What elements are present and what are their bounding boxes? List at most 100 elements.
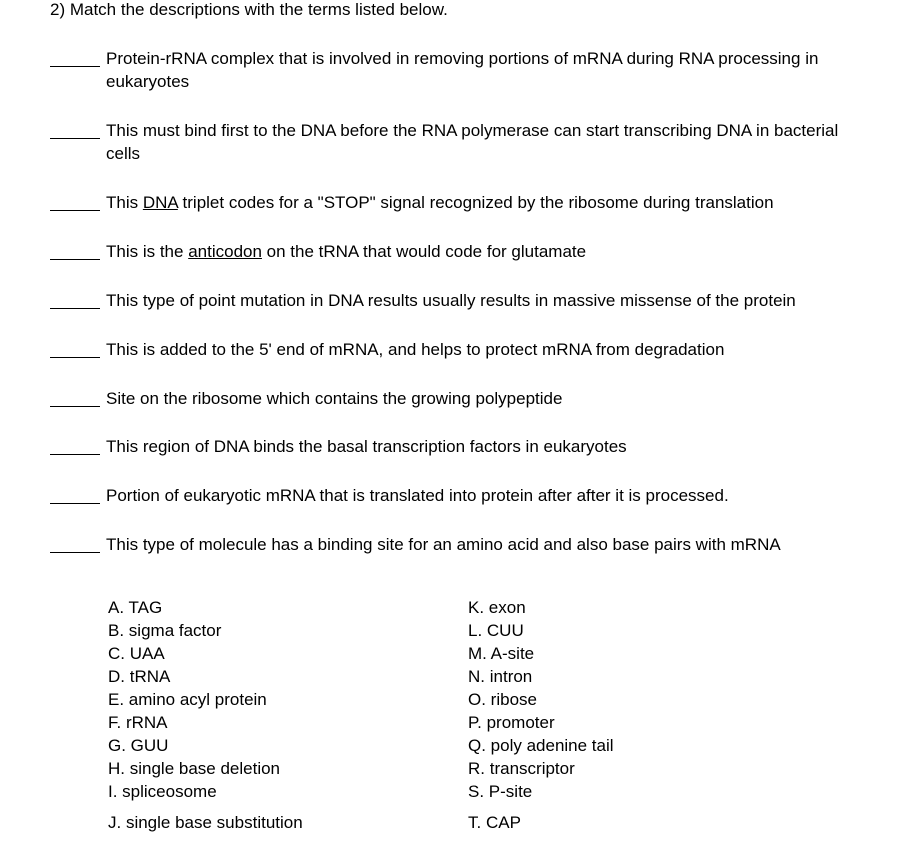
answer-letter: B. xyxy=(108,621,129,640)
answer-option: S. P-site xyxy=(468,781,871,804)
answer-term: intron xyxy=(490,667,533,686)
answer-letter: F. xyxy=(108,713,126,732)
answer-letter: M. xyxy=(468,644,491,663)
answer-term: ribose xyxy=(491,690,537,709)
question-row: This must bind first to the DNA before t… xyxy=(50,120,871,166)
answer-letter: K. xyxy=(468,598,489,617)
answer-letter: L. xyxy=(468,621,487,640)
answer-option: K. exon xyxy=(468,597,871,620)
answer-term: promoter xyxy=(487,713,555,732)
description-text: This region of DNA binds the basal trans… xyxy=(106,437,627,456)
answer-columns: A. TAGB. sigma factorC. UAAD. tRNAE. ami… xyxy=(108,597,871,834)
answer-blank[interactable] xyxy=(50,192,100,211)
answer-blank[interactable] xyxy=(50,388,100,407)
answer-letter: N. xyxy=(468,667,490,686)
answer-letter: T. xyxy=(468,813,486,832)
question-row: This is added to the 5' end of mRNA, and… xyxy=(50,339,871,362)
answer-option: O. ribose xyxy=(468,689,871,712)
description-text: Portion of eukaryotic mRNA that is trans… xyxy=(106,486,729,505)
answer-letter: G. xyxy=(108,736,131,755)
answer-option: M. A-site xyxy=(468,643,871,666)
answer-term: CUU xyxy=(487,621,524,640)
question-description: This region of DNA binds the basal trans… xyxy=(106,436,871,459)
answer-letter: A. xyxy=(108,598,128,617)
answer-blank[interactable] xyxy=(50,534,100,553)
answer-column-right: K. exonL. CUUM. A-siteN. intronO. ribose… xyxy=(468,597,871,834)
answer-letter: R. xyxy=(468,759,490,778)
answer-blank[interactable] xyxy=(50,436,100,455)
answer-letter: E. xyxy=(108,690,129,709)
description-text: This type of molecule has a binding site… xyxy=(106,535,781,554)
answer-term: UAA xyxy=(130,644,165,663)
question-description: Protein-rRNA complex that is involved in… xyxy=(106,48,871,94)
underlined-term: DNA xyxy=(143,193,178,212)
description-text: This xyxy=(106,193,143,212)
answer-letter: Q. xyxy=(468,736,491,755)
answer-option: A. TAG xyxy=(108,597,468,620)
answer-term: single base deletion xyxy=(130,759,280,778)
answer-key: A. TAGB. sigma factorC. UAAD. tRNAE. ami… xyxy=(50,597,871,834)
answer-term: P-site xyxy=(489,782,532,801)
answer-blank[interactable] xyxy=(50,241,100,260)
answer-option: B. sigma factor xyxy=(108,620,468,643)
underlined-term: anticodon xyxy=(188,242,262,261)
question-row: This is the anticodon on the tRNA that w… xyxy=(50,241,871,264)
answer-option: F. rRNA xyxy=(108,712,468,735)
answer-letter: P. xyxy=(468,713,487,732)
document-container: 2) Match the descriptions with the terms… xyxy=(0,0,921,865)
questions-list: Protein-rRNA complex that is involved in… xyxy=(50,48,871,557)
question-row: This DNA triplet codes for a "STOP" sign… xyxy=(50,192,871,215)
answer-blank[interactable] xyxy=(50,120,100,139)
answer-term: single base substitution xyxy=(126,813,303,832)
question-description: Site on the ribosome which contains the … xyxy=(106,388,871,411)
answer-term: A-site xyxy=(491,644,534,663)
question-row: Portion of eukaryotic mRNA that is trans… xyxy=(50,485,871,508)
answer-letter: J. xyxy=(108,813,126,832)
answer-term: transcriptor xyxy=(490,759,575,778)
answer-column-left: A. TAGB. sigma factorC. UAAD. tRNAE. ami… xyxy=(108,597,468,834)
answer-term: spliceosome xyxy=(122,782,217,801)
question-row: This type of point mutation in DNA resul… xyxy=(50,290,871,313)
answer-option: N. intron xyxy=(468,666,871,689)
answer-blank[interactable] xyxy=(50,485,100,504)
description-text: This type of point mutation in DNA resul… xyxy=(106,291,796,310)
question-description: Portion of eukaryotic mRNA that is trans… xyxy=(106,485,871,508)
answer-blank[interactable] xyxy=(50,339,100,358)
answer-blank[interactable] xyxy=(50,48,100,67)
answer-option: L. CUU xyxy=(468,620,871,643)
answer-option: D. tRNA xyxy=(108,666,468,689)
answer-option: E. amino acyl protein xyxy=(108,689,468,712)
answer-option: C. UAA xyxy=(108,643,468,666)
answer-term: sigma factor xyxy=(129,621,222,640)
description-text: Site on the ribosome which contains the … xyxy=(106,389,562,408)
description-text: Protein-rRNA complex that is involved in… xyxy=(106,49,818,91)
description-text: This is added to the 5' end of mRNA, and… xyxy=(106,340,724,359)
question-description: This DNA triplet codes for a "STOP" sign… xyxy=(106,192,871,215)
question-row: This region of DNA binds the basal trans… xyxy=(50,436,871,459)
question-description: This type of point mutation in DNA resul… xyxy=(106,290,871,313)
answer-term: exon xyxy=(489,598,526,617)
answer-blank[interactable] xyxy=(50,290,100,309)
question-heading: 2) Match the descriptions with the terms… xyxy=(50,0,871,20)
answer-option: H. single base deletion xyxy=(108,758,468,781)
answer-letter: C. xyxy=(108,644,130,663)
answer-term: tRNA xyxy=(130,667,171,686)
answer-term: GUU xyxy=(131,736,169,755)
question-description: This type of molecule has a binding site… xyxy=(106,534,871,557)
answer-option: I. spliceosome xyxy=(108,781,468,804)
question-description: This is the anticodon on the tRNA that w… xyxy=(106,241,871,264)
answer-option: P. promoter xyxy=(468,712,871,735)
answer-term: amino acyl protein xyxy=(129,690,267,709)
answer-option: Q. poly adenine tail xyxy=(468,735,871,758)
question-description: This must bind first to the DNA before t… xyxy=(106,120,871,166)
description-text: This is the xyxy=(106,242,188,261)
description-text: on the tRNA that would code for glutamat… xyxy=(262,242,586,261)
question-row: Site on the ribosome which contains the … xyxy=(50,388,871,411)
description-text: This must bind first to the DNA before t… xyxy=(106,121,838,163)
answer-term: poly adenine tail xyxy=(491,736,614,755)
question-row: This type of molecule has a binding site… xyxy=(50,534,871,557)
answer-term: CAP xyxy=(486,813,521,832)
answer-option: R. transcriptor xyxy=(468,758,871,781)
question-row: Protein-rRNA complex that is involved in… xyxy=(50,48,871,94)
answer-option: G. GUU xyxy=(108,735,468,758)
